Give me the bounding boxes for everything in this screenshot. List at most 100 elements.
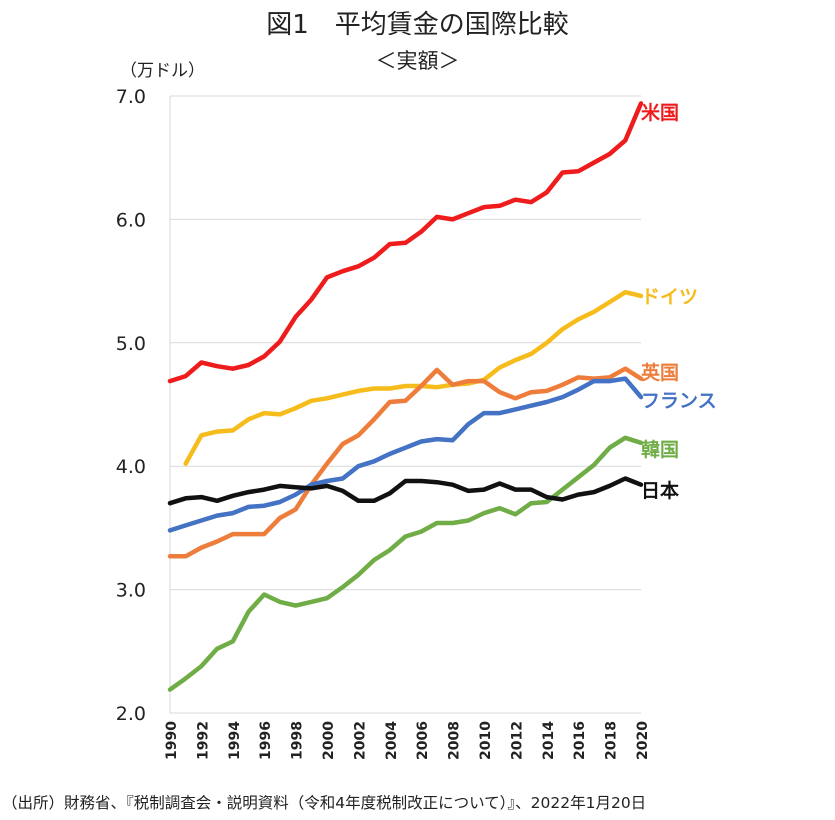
data-point [309,298,313,302]
data-point [592,161,596,165]
data-point [356,573,360,577]
y-tick-label: 2.0 [116,703,146,725]
data-point [356,389,360,393]
data-point [199,361,203,365]
data-point [435,385,439,389]
data-point [309,399,313,403]
axes [169,96,641,714]
data-point [576,493,580,497]
data-point [498,390,502,394]
data-point [561,383,564,387]
data-point [262,504,266,508]
data-point [356,264,360,268]
data-point [184,496,188,500]
data-point [608,446,612,450]
data-point [529,404,533,408]
data-point [184,676,188,680]
data-point [247,532,250,536]
data-point [451,483,455,487]
x-tick-label: 2000 [321,721,337,760]
data-point [419,479,423,483]
data-point [513,407,517,411]
y-tick-label: 4.0 [116,456,146,478]
series-label: ドイツ [641,286,698,308]
x-tick-label: 1992 [195,721,211,760]
data-point [404,446,407,450]
series-label: 英国 [641,361,679,384]
x-tick-label: 2008 [447,721,463,760]
series-line [183,289,644,466]
data-point [639,101,643,105]
data-point [608,152,612,156]
data-point [168,379,172,383]
data-point [325,396,329,400]
data-point [498,204,502,208]
data-point [466,211,470,215]
data-point [639,395,643,399]
data-point [576,375,580,379]
data-point [482,379,486,383]
data-point [325,479,329,483]
data-point [623,290,627,294]
data-point [608,484,612,488]
x-tick-label: 2010 [478,721,494,760]
data-point [388,242,392,246]
data-point [404,241,407,245]
x-tick-label: 1998 [290,721,306,760]
x-tick-label: 2002 [352,721,368,760]
y-tick-label: 3.0 [116,580,146,602]
data-point [608,375,612,379]
data-point [498,481,502,485]
data-point [215,499,219,503]
data-point [451,217,455,221]
data-point [608,379,612,383]
data-point [325,275,329,279]
data-point [184,554,188,558]
data-point [513,396,517,400]
data-point [278,500,282,504]
data-point [419,530,423,534]
data-point [341,393,345,397]
data-point [262,411,266,415]
data-point [231,367,235,371]
data-point [262,354,266,358]
data-point [341,269,345,273]
data-point [278,600,282,604]
data-point [466,518,470,522]
x-tick-label: 2016 [572,721,588,760]
data-point [498,365,502,369]
data-point [576,169,580,173]
data-point [231,511,235,515]
data-point [419,384,423,388]
data-point [498,411,502,415]
data-point [576,388,580,392]
data-point [623,138,627,142]
data-point [309,600,313,604]
data-point [561,171,564,175]
data-point [168,528,172,532]
data-point [294,315,298,319]
data-point [419,230,423,234]
gridlines [170,95,641,591]
data-point [404,399,407,403]
data-point [608,300,612,304]
x-tick-label: 2012 [509,721,525,760]
data-point [278,340,282,344]
data-point [325,462,329,466]
data-point [561,327,564,331]
data-point [294,493,298,497]
data-point [199,546,203,550]
data-point [466,422,470,426]
x-tick-label: 1990 [164,721,180,760]
data-point [639,441,643,445]
data-point [513,358,517,362]
data-point [262,488,266,492]
series-line [167,435,644,692]
data-point [356,464,360,468]
data-point [545,400,549,404]
data-point [168,501,172,505]
series-lines [167,101,644,692]
data-point [309,483,313,487]
